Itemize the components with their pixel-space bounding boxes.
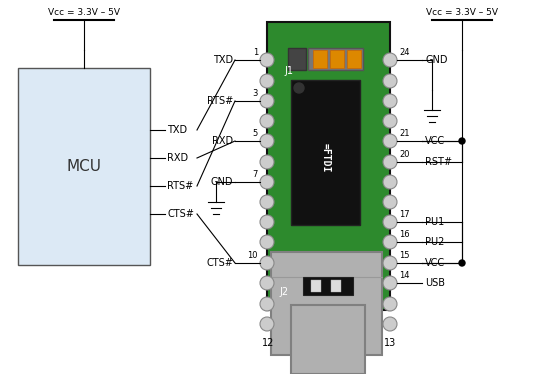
- Circle shape: [260, 317, 274, 331]
- Text: J1: J1: [284, 66, 293, 76]
- Circle shape: [260, 256, 274, 270]
- Circle shape: [260, 276, 274, 290]
- Text: 12: 12: [262, 338, 274, 348]
- Circle shape: [383, 114, 397, 128]
- Text: RTS#: RTS#: [167, 181, 193, 191]
- Circle shape: [383, 53, 397, 67]
- Bar: [267, 22, 390, 310]
- Bar: [313, 50, 327, 68]
- Text: 10: 10: [247, 251, 258, 260]
- Text: 5: 5: [253, 129, 258, 138]
- Bar: [311, 280, 321, 292]
- Text: GND: GND: [425, 55, 447, 65]
- Circle shape: [260, 175, 274, 189]
- Text: 20: 20: [399, 150, 409, 159]
- Text: MCU: MCU: [66, 159, 101, 174]
- Text: 7: 7: [253, 170, 258, 179]
- Bar: [271, 252, 382, 355]
- Circle shape: [383, 134, 397, 148]
- Text: GND: GND: [210, 177, 233, 187]
- Text: Vcc = 3.3V – 5V: Vcc = 3.3V – 5V: [426, 8, 498, 17]
- Circle shape: [260, 155, 274, 169]
- Text: USB: USB: [425, 278, 445, 288]
- Circle shape: [260, 94, 274, 108]
- Text: PU2: PU2: [425, 237, 444, 247]
- Text: PU1: PU1: [425, 217, 444, 227]
- Circle shape: [459, 138, 465, 144]
- Circle shape: [383, 175, 397, 189]
- Circle shape: [383, 195, 397, 209]
- Text: 16: 16: [399, 230, 410, 239]
- Circle shape: [260, 134, 274, 148]
- Text: J2: J2: [279, 287, 288, 297]
- Text: CTS#: CTS#: [167, 209, 194, 219]
- Text: 14: 14: [399, 271, 409, 280]
- Text: RXD: RXD: [167, 153, 188, 163]
- Text: 21: 21: [399, 129, 409, 138]
- Circle shape: [383, 276, 397, 290]
- Circle shape: [383, 74, 397, 88]
- Circle shape: [383, 235, 397, 249]
- Text: VCC: VCC: [425, 258, 445, 268]
- Text: RST#: RST#: [425, 157, 452, 167]
- Text: Vcc = 3.3V – 5V: Vcc = 3.3V – 5V: [48, 8, 120, 17]
- Circle shape: [260, 195, 274, 209]
- Text: 13: 13: [384, 338, 396, 348]
- Circle shape: [260, 53, 274, 67]
- Circle shape: [383, 256, 397, 270]
- Bar: [308, 48, 363, 70]
- Circle shape: [294, 83, 304, 93]
- Text: TXD: TXD: [167, 125, 187, 135]
- Bar: [347, 50, 361, 68]
- Text: RTS#: RTS#: [207, 96, 233, 106]
- Text: VCC: VCC: [425, 136, 445, 146]
- Circle shape: [459, 260, 465, 266]
- Text: CTS#: CTS#: [206, 258, 233, 268]
- Circle shape: [260, 235, 274, 249]
- Circle shape: [383, 155, 397, 169]
- Text: 1: 1: [253, 48, 258, 57]
- Circle shape: [260, 215, 274, 229]
- Text: 17: 17: [399, 210, 410, 219]
- Bar: [18, 68, 150, 265]
- Bar: [331, 280, 341, 292]
- Circle shape: [383, 317, 397, 331]
- Circle shape: [383, 297, 397, 311]
- Circle shape: [260, 297, 274, 311]
- Circle shape: [260, 114, 274, 128]
- Circle shape: [260, 74, 274, 88]
- Text: 3: 3: [253, 89, 258, 98]
- Bar: [330, 50, 344, 68]
- Text: RXD: RXD: [212, 136, 233, 146]
- Text: 15: 15: [399, 251, 409, 260]
- Text: 24: 24: [399, 48, 409, 57]
- Circle shape: [383, 215, 397, 229]
- Bar: [288, 48, 306, 70]
- Text: =FTDI: =FTDI: [320, 143, 330, 172]
- Bar: [291, 80, 360, 225]
- Text: TXD: TXD: [213, 55, 233, 65]
- Circle shape: [383, 94, 397, 108]
- Bar: [291, 305, 365, 374]
- Bar: [303, 277, 353, 295]
